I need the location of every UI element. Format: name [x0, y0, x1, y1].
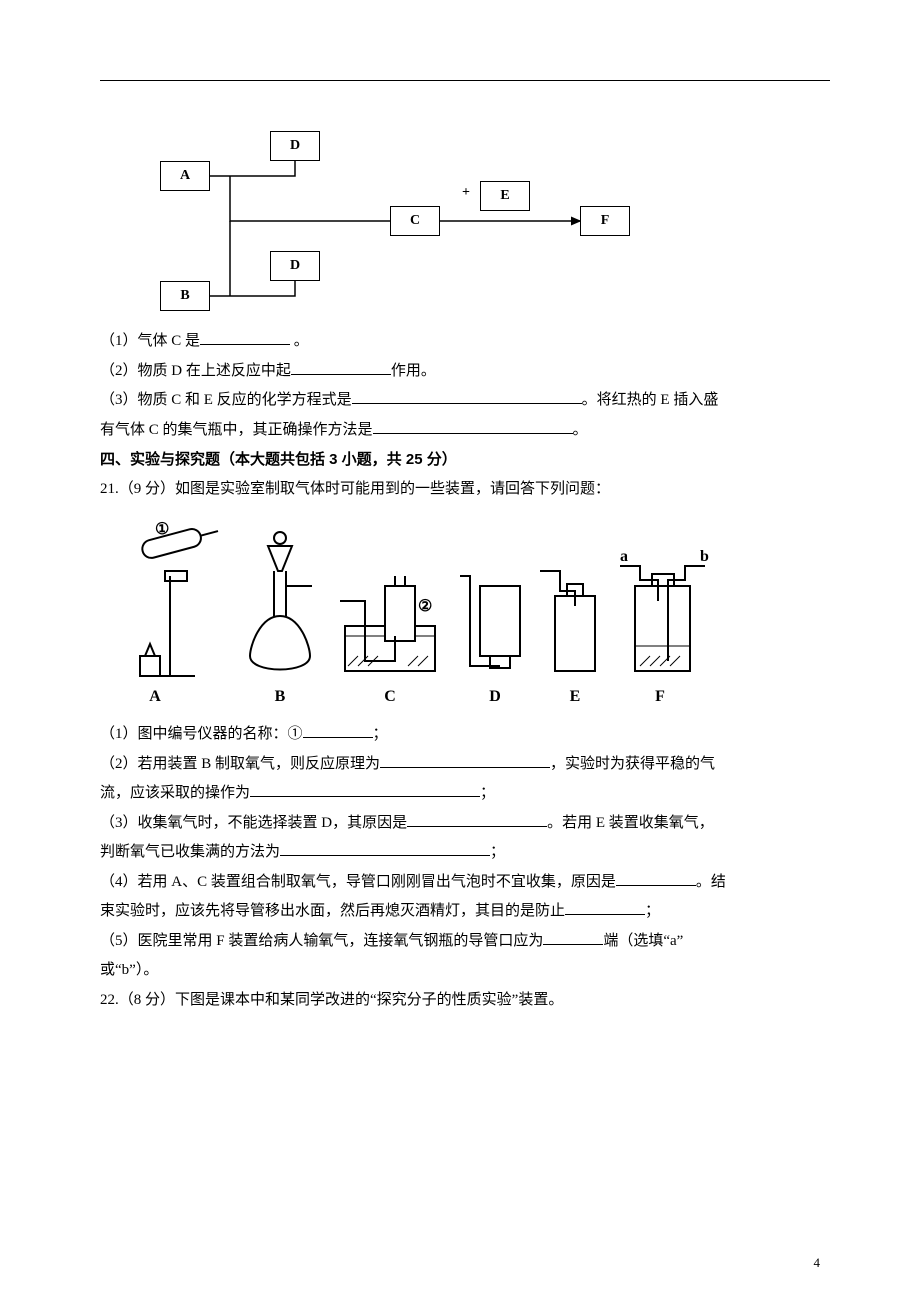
flow-box-d1: D	[270, 131, 320, 161]
q21-3b-blank[interactable]	[280, 840, 490, 856]
flow-plus: +	[462, 181, 470, 205]
app-label-d: D	[489, 688, 501, 705]
q-sub3a-pre: （3）物质 C 和 E 反应的化学方程式是	[100, 392, 352, 408]
flow-diagram: A B D D C E F +	[130, 121, 830, 321]
q-sub2-post: 作用。	[391, 363, 436, 379]
flow-box-a: A	[160, 161, 210, 191]
q21-2a-blank[interactable]	[380, 752, 550, 768]
q21-2b: 流，应该采取的操作为 ；	[100, 781, 830, 807]
q-sub1-pre: （1）气体 C 是	[100, 333, 200, 349]
q21-4a: （4）若用 A、C 装置组合制取氧气，导管口刚刚冒出气泡时不宜收集，原因是 。结	[100, 870, 830, 896]
q21-1-pre: （1）图中编号仪器的名称：①	[100, 726, 303, 742]
q21-5a-blank[interactable]	[543, 929, 603, 945]
q21-3b: 判断氧气已收集满的方法为 ；	[100, 840, 830, 866]
flow-box-f: F	[580, 206, 630, 236]
apparatus-figure: A B C D E F ① ② a b	[100, 516, 700, 716]
q21-2b-blank[interactable]	[250, 781, 480, 797]
q21-2b-pre: 流，应该采取的操作为	[100, 785, 250, 801]
section4-title: 四、实验与探究题（本大题共包括 3 小题，共 25 分）	[100, 447, 830, 473]
q-sub3b-pre: 有气体 C 的集气瓶中，其正确操作方法是	[100, 422, 373, 438]
q21-4b-post: ；	[645, 903, 660, 919]
app-label-e: E	[570, 688, 581, 705]
q21-4b-pre: 束实验时，应该先将导管移出水面，然后再熄灭酒精灯，其目的是防止	[100, 903, 565, 919]
q-sub2-blank[interactable]	[291, 359, 391, 375]
q21-2a: （2）若用装置 B 制取氧气，则反应原理为 ，实验时为获得平稳的气	[100, 752, 830, 778]
tube-a: a	[620, 548, 628, 565]
q-sub1-post: 。	[290, 333, 309, 349]
q-sub1-blank[interactable]	[200, 329, 290, 345]
q21-4a-pre: （4）若用 A、C 装置组合制取氧气，导管口刚刚冒出气泡时不宜收集，原因是	[100, 874, 616, 890]
q21-4a-post: 。结	[696, 874, 726, 890]
flow-box-b: B	[160, 281, 210, 311]
q21-3a-blank[interactable]	[407, 811, 547, 827]
q-sub3b-blank[interactable]	[373, 418, 573, 434]
q-sub3a-post: 。将红热的 E 插入盛	[582, 392, 719, 408]
q21-1-post: ；	[373, 726, 388, 742]
q21-2a-post: ，实验时为获得平稳的气	[550, 756, 715, 772]
q21-3a-pre: （3）收集氧气时，不能选择装置 D，其原因是	[100, 815, 407, 831]
q21-4b-blank[interactable]	[565, 899, 645, 915]
flow-box-e: E	[480, 181, 530, 211]
q21-3a-post: 。若用 E 装置收集氧气，	[547, 815, 714, 831]
q-sub1: （1）气体 C 是 。	[100, 329, 830, 355]
q21-5a-post: 端（选填“a”	[603, 933, 683, 949]
circled-1: ①	[155, 521, 169, 538]
q21-3a: （3）收集氧气时，不能选择装置 D，其原因是 。若用 E 装置收集氧气，	[100, 811, 830, 837]
q21-4a-blank[interactable]	[616, 870, 696, 886]
flow-box-c: C	[390, 206, 440, 236]
q21-5b: 或“b”）。	[100, 958, 830, 984]
flow-box-d2: D	[270, 251, 320, 281]
q21-5a-pre: （5）医院里常用 F 装置给病人输氧气，连接氧气钢瓶的导管口应为	[100, 933, 543, 949]
q21-4b: 束实验时，应该先将导管移出水面，然后再熄灭酒精灯，其目的是防止 ；	[100, 899, 830, 925]
tube-b: b	[700, 548, 709, 565]
q21-1: （1）图中编号仪器的名称：① ；	[100, 722, 830, 748]
top-rule	[100, 80, 830, 81]
q-sub3b: 有气体 C 的集气瓶中，其正确操作方法是 。	[100, 418, 830, 444]
circled-2: ②	[418, 598, 432, 615]
q21-3b-pre: 判断氧气已收集满的方法为	[100, 844, 280, 860]
q21-intro: 21.（9 分）如图是实验室制取气体时可能用到的一些装置，请回答下列问题：	[100, 477, 830, 503]
app-label-b: B	[275, 688, 286, 705]
q21-5a: （5）医院里常用 F 装置给病人输氧气，连接氧气钢瓶的导管口应为 端（选填“a”	[100, 929, 830, 955]
q-sub2: （2）物质 D 在上述反应中起 作用。	[100, 359, 830, 385]
q21-2b-post: ；	[480, 785, 495, 801]
q-sub3a-blank[interactable]	[352, 388, 582, 404]
q-sub3a: （3）物质 C 和 E 反应的化学方程式是 。将红热的 E 插入盛	[100, 388, 830, 414]
app-label-f: F	[655, 688, 665, 705]
q-sub3b-post: 。	[573, 422, 588, 438]
q21-2a-pre: （2）若用装置 B 制取氧气，则反应原理为	[100, 756, 380, 772]
q-sub2-pre: （2）物质 D 在上述反应中起	[100, 363, 291, 379]
app-label-c: C	[384, 688, 396, 705]
q22-intro: 22.（8 分）下图是课本中和某同学改进的“探究分子的性质实验”装置。	[100, 988, 830, 1014]
app-label-a: A	[149, 688, 161, 705]
q21-3b-post: ；	[490, 844, 505, 860]
page-number: 4	[814, 1252, 821, 1274]
q21-1-blank[interactable]	[303, 722, 373, 738]
